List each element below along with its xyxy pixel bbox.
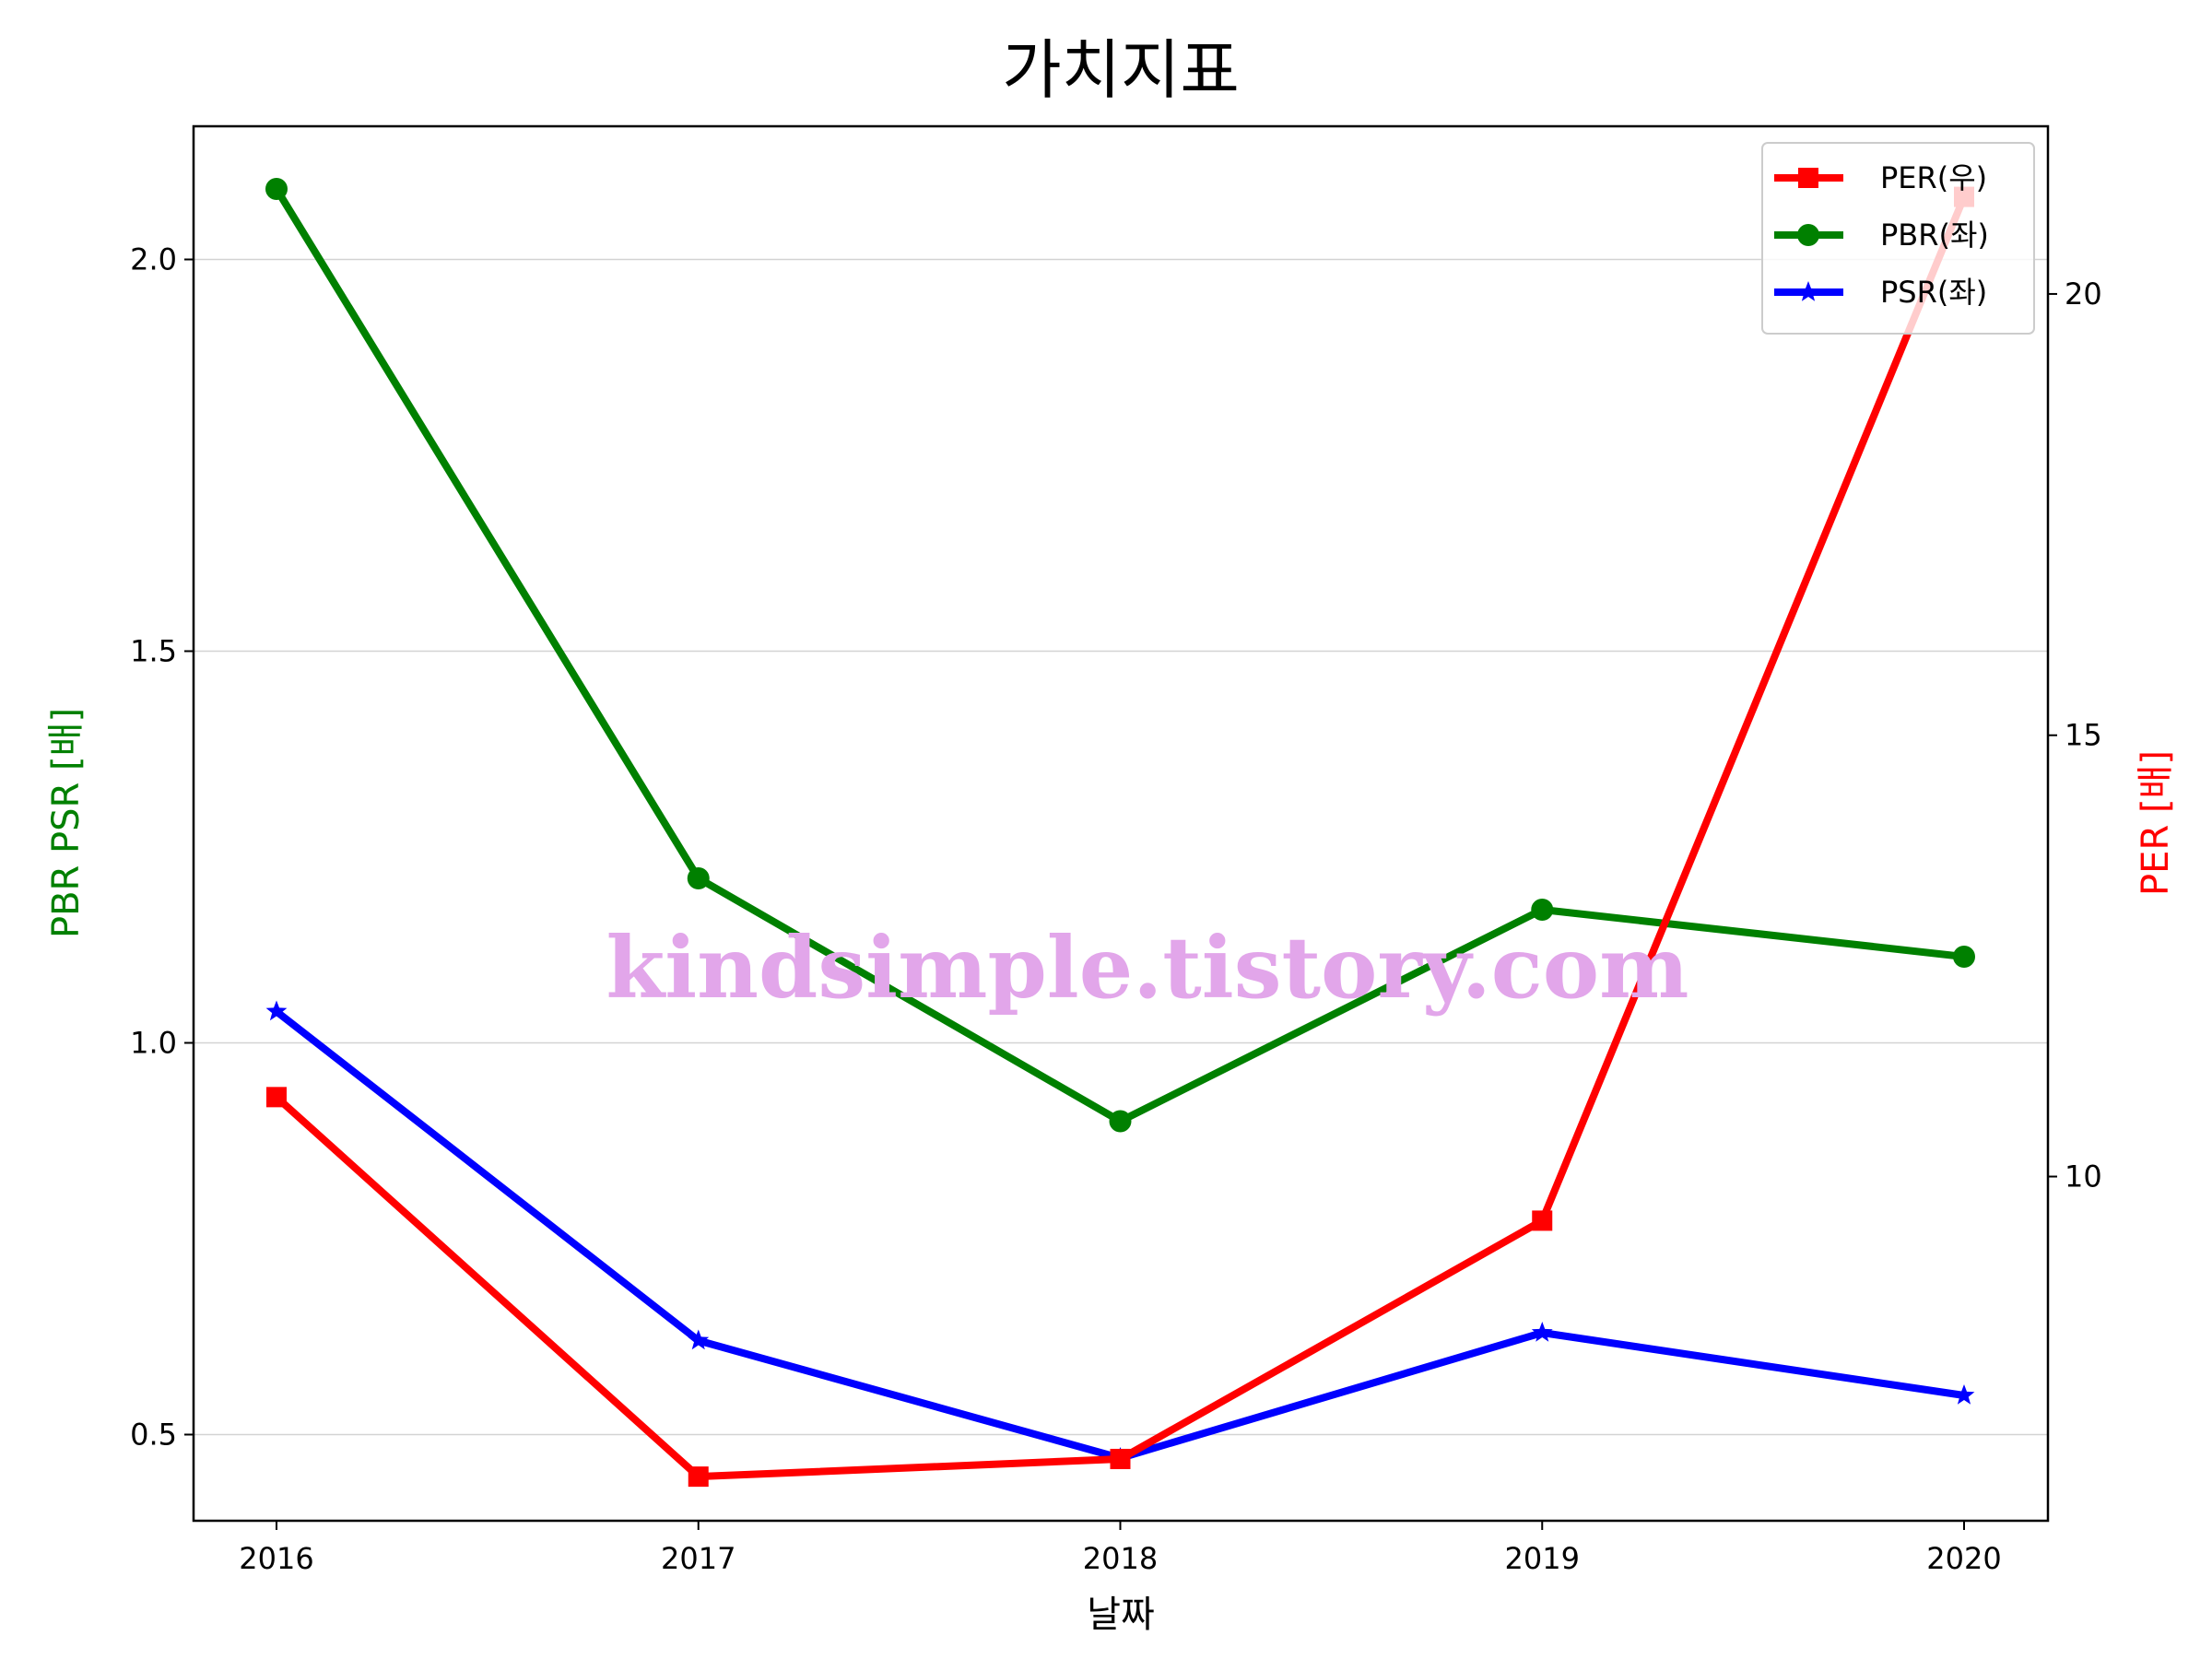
- data-point-psr: [1953, 1384, 1975, 1405]
- y-left-tick-label: 2.0: [130, 242, 177, 277]
- legend-marker-pbr: [1797, 224, 1819, 246]
- data-point-per: [688, 1466, 709, 1488]
- data-point-pbr: [687, 867, 710, 889]
- data-point-pbr: [1531, 899, 1554, 921]
- data-point-per: [266, 1087, 287, 1108]
- chart-title: 가치지표: [1002, 32, 1240, 108]
- data-point-pbr: [1953, 946, 1975, 968]
- y-left-tick-label: 1.5: [130, 634, 177, 669]
- data-point-pbr: [265, 178, 288, 200]
- legend-marker-psr: [1797, 281, 1819, 301]
- series-layer: [265, 178, 1975, 1488]
- legend-label-psr: PSR(좌): [1880, 275, 1987, 310]
- right-axis-title: PER [배]: [2135, 750, 2177, 896]
- y-left-tick-label: 0.5: [130, 1418, 177, 1453]
- left-axis-title: PBR PSR [배]: [45, 708, 88, 938]
- grid-layer: [194, 258, 2048, 1436]
- data-point-pbr: [1109, 1110, 1132, 1133]
- y-right-tick-label: 10: [2065, 1159, 2102, 1194]
- x-axis-title: 날짜: [1087, 1594, 1155, 1636]
- x-tick-label: 2019: [1505, 1541, 1580, 1576]
- legend: PER(우) PBR(좌) PSR(좌): [1761, 142, 2035, 335]
- legend-label-pbr: PBR(좌): [1880, 218, 1989, 253]
- x-tick-label: 2017: [661, 1541, 735, 1576]
- y-left-tick-label: 1.0: [130, 1026, 177, 1061]
- x-tick-label: 2018: [1083, 1541, 1158, 1576]
- data-point-per: [1532, 1210, 1553, 1231]
- data-point-psr: [688, 1329, 710, 1350]
- watermark: kindsimple.tistory.com: [606, 918, 1688, 1018]
- data-point-psr: [1531, 1322, 1553, 1342]
- x-tick-label: 2016: [239, 1541, 313, 1576]
- legend-entries: PER(우) PBR(좌) PSR(좌): [1774, 160, 1989, 310]
- y-right-tick-label: 20: [2065, 276, 2102, 312]
- y-right-tick-label: 15: [2065, 718, 2102, 753]
- data-point-per: [1110, 1448, 1131, 1469]
- axis-layer: 0.5 1.0 1.5 2.0 10 15 20 2016 2017 2018 2019 2020: [130, 242, 2102, 1577]
- legend-marker-per: [1798, 168, 1818, 188]
- legend-box: [1761, 142, 2035, 335]
- legend-label-per: PER(우): [1880, 160, 1987, 195]
- data-point-psr: [265, 1000, 288, 1021]
- x-tick-label: 2020: [1926, 1541, 2001, 1576]
